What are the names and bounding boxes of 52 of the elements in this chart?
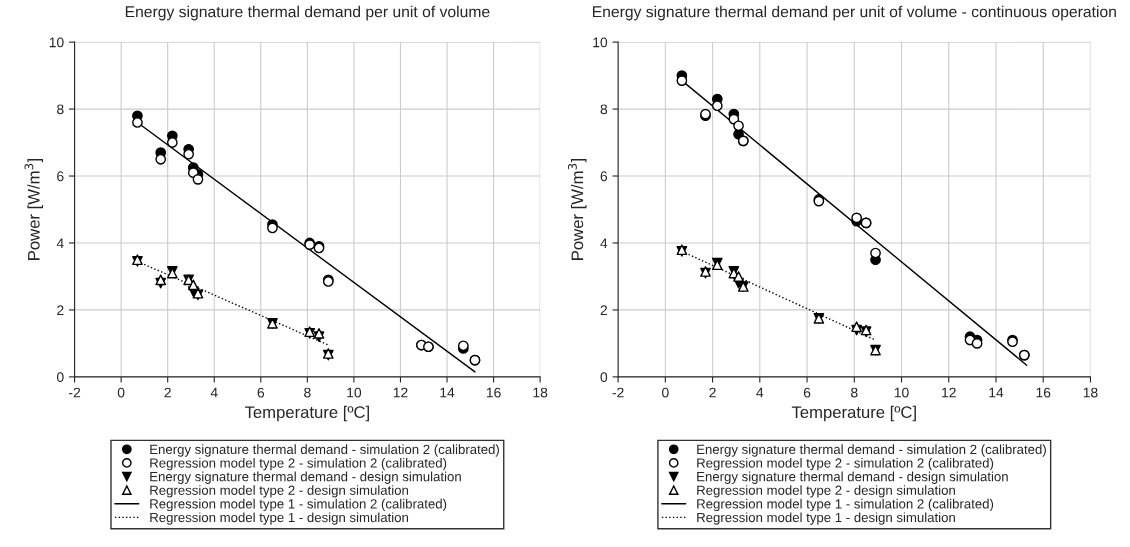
legend-label: Energy signature thermal demand - design simulation (697, 471, 1008, 484)
y-tick-label: 8 (600, 104, 608, 115)
legend-label: Regression model type 1 - design simulation (697, 512, 955, 525)
x-tick-label: -2 (69, 387, 81, 398)
x-tick-label: 10 (894, 387, 909, 398)
x-tick-label: 12 (942, 387, 956, 398)
y-tick-label: 8 (57, 104, 64, 115)
legend-label: Energy signature thermal demand - simulation 2 (calibrated) (150, 444, 499, 457)
y-axis-title: Power [W/m$^{3}$] (568, 159, 587, 260)
x-axis-title: Temperature [ºC] (791, 405, 916, 422)
y-tick-label: 10 (593, 37, 608, 48)
x-tick-label: 4 (756, 387, 764, 398)
x-axis-title: Temperature [ºC] (244, 405, 369, 422)
y-tick-label: 10 (49, 37, 64, 48)
x-tick-label: -2 (612, 387, 624, 398)
y-tick-label: 2 (600, 305, 607, 315)
x-tick-label: 16 (486, 387, 501, 398)
y-tick-label: 0 (56, 372, 64, 383)
legend-label: Regression model type 1 - design simulation (150, 512, 409, 525)
x-tick-label: 16 (1036, 387, 1051, 398)
y-tick-label: 2 (57, 305, 64, 315)
y-tick-label: 0 (600, 372, 608, 383)
x-tick-label: 8 (304, 387, 311, 398)
x-tick-label: 18 (533, 387, 548, 398)
y-tick-label: 4 (56, 238, 64, 249)
legend-label: Regression model type 2 - simulation 2 (calibrated) (697, 457, 994, 471)
x-tick-label: 8 (851, 387, 858, 398)
y-tick-label: 6 (600, 171, 608, 182)
x-tick-label: 14 (440, 387, 455, 398)
x-tick-label: 14 (989, 387, 1004, 398)
chart-title: Energy signature thermal demand per unit of volume - continuous operation (592, 5, 1116, 21)
x-tick-label: 10 (347, 387, 362, 398)
x-tick-label: 2 (164, 387, 171, 398)
y-axis-title: Power [W/m$^{3}$] (24, 159, 43, 260)
legend-label: Regression model type 1 - simulation 2 (calibrated) (150, 498, 447, 512)
y-tick-label: 6 (57, 171, 64, 182)
legend-label: Regression model type 2 - design simulation (697, 485, 955, 498)
legend-label: Regression model type 2 - design simulation (150, 485, 409, 498)
x-tick-label: 0 (117, 387, 125, 398)
legend-label: Regression model type 2 - simulation 2 (calibrated) (150, 457, 447, 471)
x-tick-label: 18 (1083, 387, 1098, 398)
x-tick-label: 2 (709, 387, 716, 398)
x-tick-label: 6 (257, 387, 265, 398)
x-tick-label: 4 (210, 387, 218, 398)
legend-label: Energy signature thermal demand - design simulation (150, 471, 461, 484)
x-tick-label: 12 (393, 387, 408, 398)
x-tick-label: 0 (662, 387, 669, 398)
legend-label: Regression model type 1 - simulation 2 (calibrated) (697, 498, 994, 512)
chart-title: Energy signature thermal demand per unit of volume (125, 5, 490, 21)
legend-label: Energy signature thermal demand - simulation 2 (calibrated) (697, 444, 1046, 457)
x-tick-label: 6 (803, 387, 811, 398)
y-tick-label: 4 (600, 238, 608, 249)
